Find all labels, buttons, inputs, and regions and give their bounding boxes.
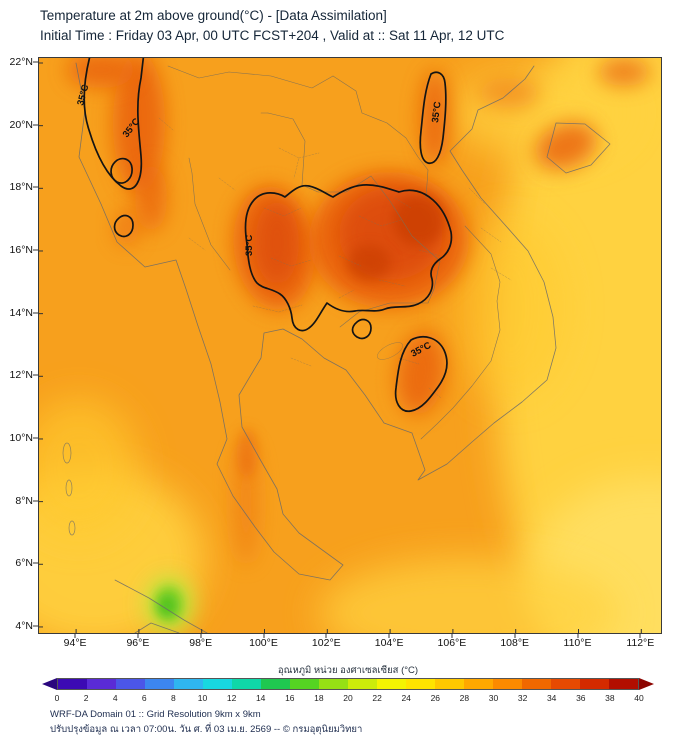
contour-35c [113,214,134,238]
colorbar-cell [580,679,609,689]
coastline-path [75,62,557,581]
colorbar-tick-label: 6 [141,693,147,703]
lon-tick-label: 108°E [500,637,530,649]
map-edge-ticks [39,62,642,633]
temperature-field [39,58,661,633]
colorbar-cell [435,679,464,689]
admin-boundaries [62,62,611,633]
colorbar-tick-label: 40 [634,693,644,703]
temperature-map: 35°C 35°C 35°C 35°C 35°C [39,58,661,633]
contour-35c [419,71,447,165]
colorbar-tick-label: 2 [83,693,89,703]
province-borders [158,117,512,399]
colorbar-right-arrow [639,678,654,690]
colorbar-tick-label: 28 [459,693,470,703]
contour-label: 35°C [430,101,444,124]
lon-tick-label: 94°E [63,637,87,649]
lon-tick-label: 96°E [126,637,150,649]
page-subtitle: Initial Time : Friday 03 Apr, 00 UTC FCS… [40,28,505,43]
colorbar-tick-label: 8 [171,693,176,703]
colorbar-cell [377,679,406,689]
colorbar-label: อุณหภูมิ หน่วย องศาเซลเซียส (°C) [277,665,419,676]
footer: WRF-DA Domain 01 :: Grid Resolution 9km … [50,707,362,737]
colorbar-cell [145,679,174,689]
colorbar-tick-label: 22 [372,693,382,703]
lat-tick-label: 8°N [15,494,33,507]
colorbar-tick-label: 30 [488,693,499,703]
colorbar-left-arrow [42,678,57,690]
footer-domain-info: WRF-DA Domain 01 :: Grid Resolution 9km … [50,709,261,720]
colorbar-cell [551,679,580,689]
lon-tick-label: 104°E [374,637,404,649]
lon-tick-label: 98°E [189,637,213,649]
footer-update-info: ปรับปรุงข้อมูล ณ เวลา 07:00น. วัน ศ. ที่… [50,724,363,735]
colorbar-cell [116,679,145,689]
colorbar-tick-label: 10 [197,693,208,703]
contour-35c [351,318,372,340]
lat-tick-label: 18°N [9,181,33,194]
small-islands [62,442,76,536]
hainan-island-outline [546,122,611,174]
colorbar-tick-label: 24 [401,693,411,703]
lat-tick-label: 22°N [9,56,33,68]
colorbar-cell [174,679,203,689]
colorbar-cell [319,679,348,689]
colorbar-cell [464,679,493,689]
lon-tick-label: 106°E [437,637,467,649]
colorbar-tick-label: 4 [112,693,118,703]
contour-label: 35°C [75,83,91,106]
lat-tick-label: 4°N [15,619,33,632]
colorbar-cell [348,679,377,689]
colorbar-tick-label: 14 [255,693,266,703]
lat-tick-label: 6°N [15,557,33,570]
lat-tick-label: 16°N [9,243,33,256]
lon-tick-label: 110°E [563,637,592,649]
colorbar-cell [58,679,87,689]
contour-lines [83,58,453,413]
lat-tick-label: 20°N [9,118,33,131]
contour-label: 35°C [244,235,255,256]
colorbar-cell [232,679,261,689]
page-title: Temperature at 2m above ground(°C) - [Da… [40,8,387,23]
colorbar-cell [87,679,116,689]
colorbar-cell [290,679,319,689]
colorbar-tick-label: 0 [54,693,60,703]
colorbar-tick-label: 12 [226,693,237,703]
lon-tick-label: 102°E [311,637,341,649]
header: Temperature at 2m above ground(°C) - [Da… [40,6,504,46]
colorbar-tick-label: 16 [285,693,295,703]
country-borders [167,65,501,440]
colorbar-cell [522,679,551,689]
lat-tick-label: 10°N [9,431,33,444]
lat-tick-label: 14°N [9,306,33,319]
colorbar-tick-label: 38 [605,693,615,703]
contour-35c [244,184,453,332]
contour-35c [83,58,145,190]
colorbar-tick-label: 34 [546,693,557,703]
colorbar-cell [609,679,638,689]
colorbar-tick-label: 18 [314,693,324,703]
colorbar-cell [203,679,232,689]
contour-35c [394,336,448,413]
colorbar-tick-label: 32 [517,693,528,703]
lon-tick-label: 100°E [249,637,278,649]
colorbar-tick-label: 36 [576,693,586,703]
colorbar-cell [406,679,435,689]
map-frame: 35°C 35°C 35°C 35°C 35°C [38,57,662,634]
contour-35c [110,157,133,184]
tonle-sap-lake-outline [377,342,403,360]
colorbar-cell [493,679,522,689]
colorbar-cells [57,678,639,690]
colorbar-tick-label: 26 [430,693,441,703]
colorbar-cell [261,679,290,689]
colorbar [42,678,654,690]
colorbar-tick-label: 20 [343,693,353,703]
lat-tick-label: 12°N [9,369,33,382]
sumatra-coast [114,579,208,633]
lon-tick-label: 112°E [626,637,655,649]
